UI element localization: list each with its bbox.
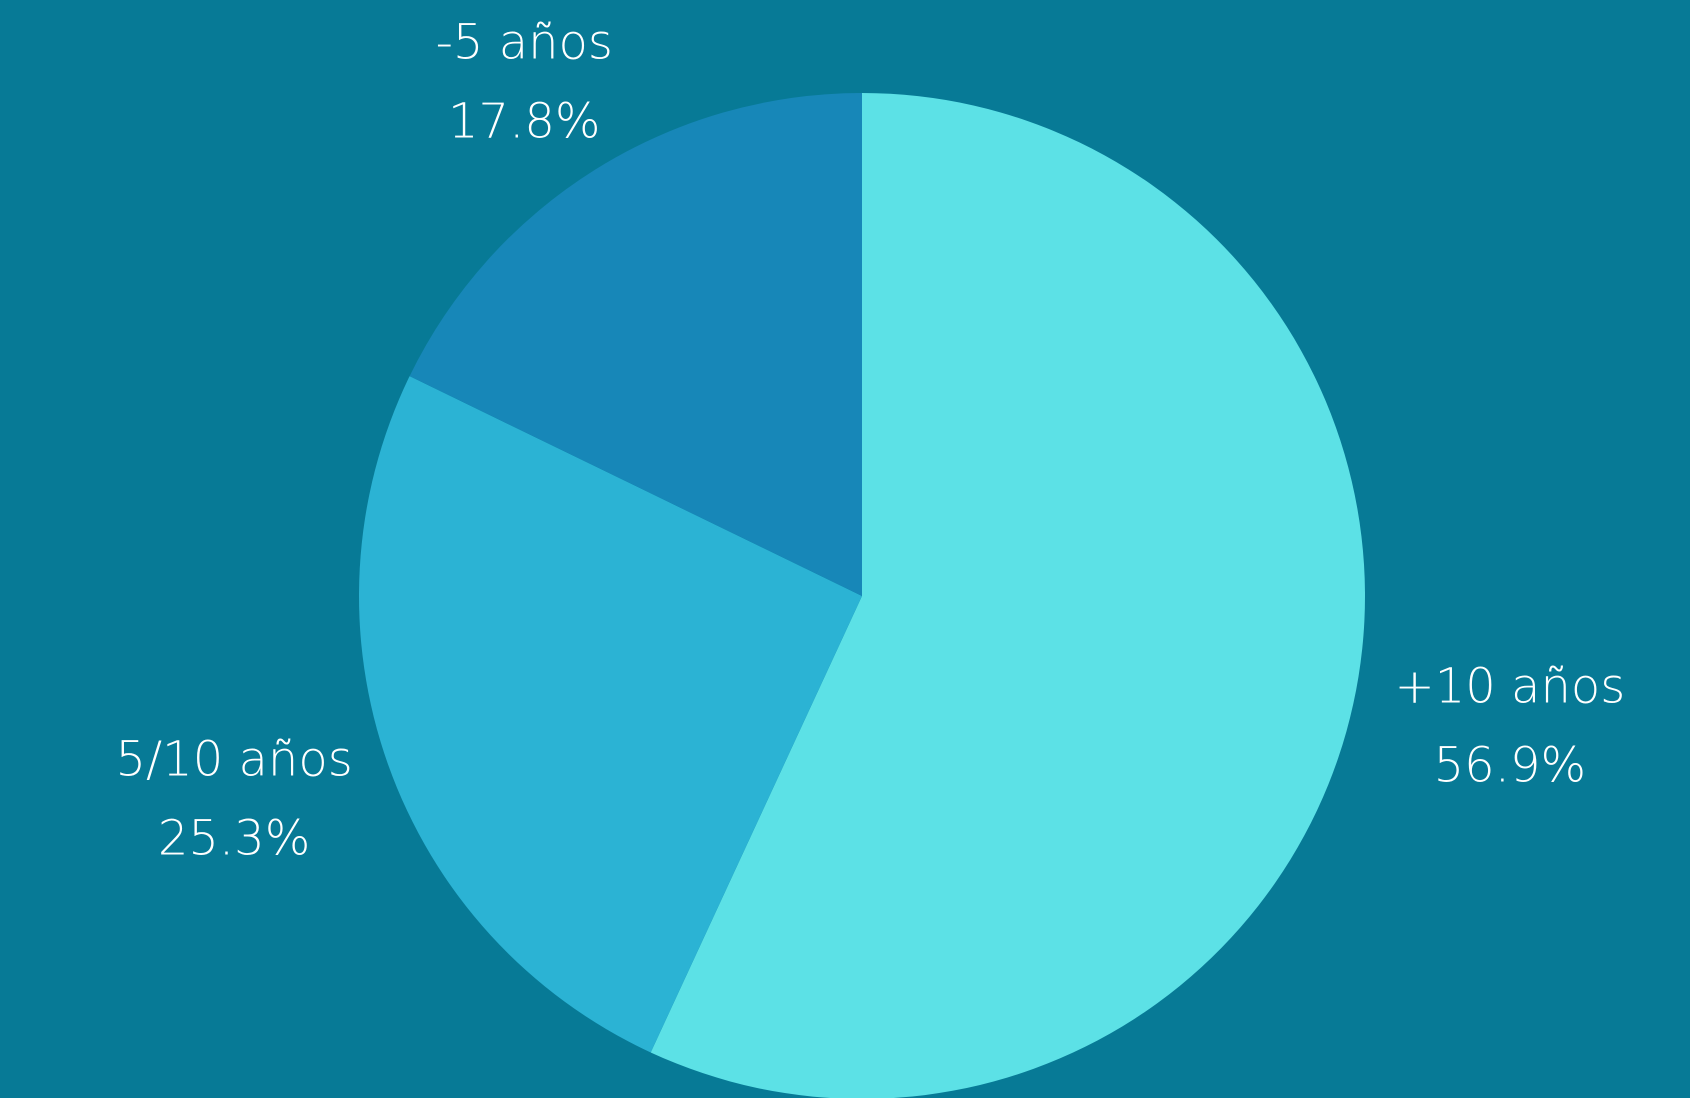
slice-value-label: 17.8% bbox=[448, 93, 600, 149]
pie-slice bbox=[359, 376, 862, 1053]
slice-value-label: 56.9% bbox=[1434, 737, 1586, 793]
slice-label: -5 años bbox=[436, 14, 613, 70]
pie-slice bbox=[409, 93, 862, 596]
slice-value-label: 25.3% bbox=[158, 810, 310, 866]
slice-label: 5/10 años bbox=[115, 731, 352, 787]
slice-label: +10 años bbox=[1394, 658, 1625, 714]
pie-slice bbox=[650, 93, 1365, 1098]
